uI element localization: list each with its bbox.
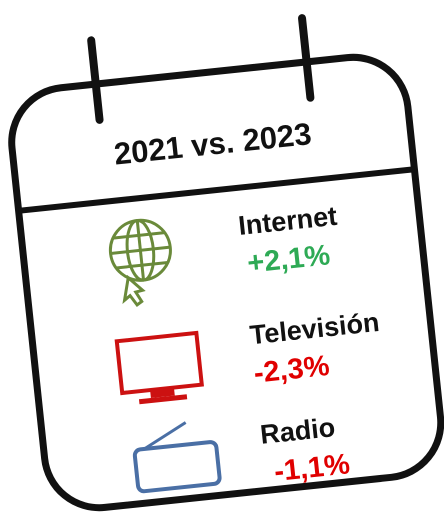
ring-left: [87, 36, 104, 124]
radio-icon: [132, 421, 222, 494]
calendar: 2021 vs. 2023 Internet +2,1% Televisión …: [8, 14, 444, 512]
divider: [18, 166, 415, 214]
item-change: -1,1%: [273, 448, 352, 488]
calendar-frame: [8, 53, 444, 512]
item-change: -2,3%: [252, 350, 331, 390]
tv-icon: [114, 330, 204, 405]
globe-icon: [108, 218, 172, 308]
ring-right: [298, 14, 315, 102]
